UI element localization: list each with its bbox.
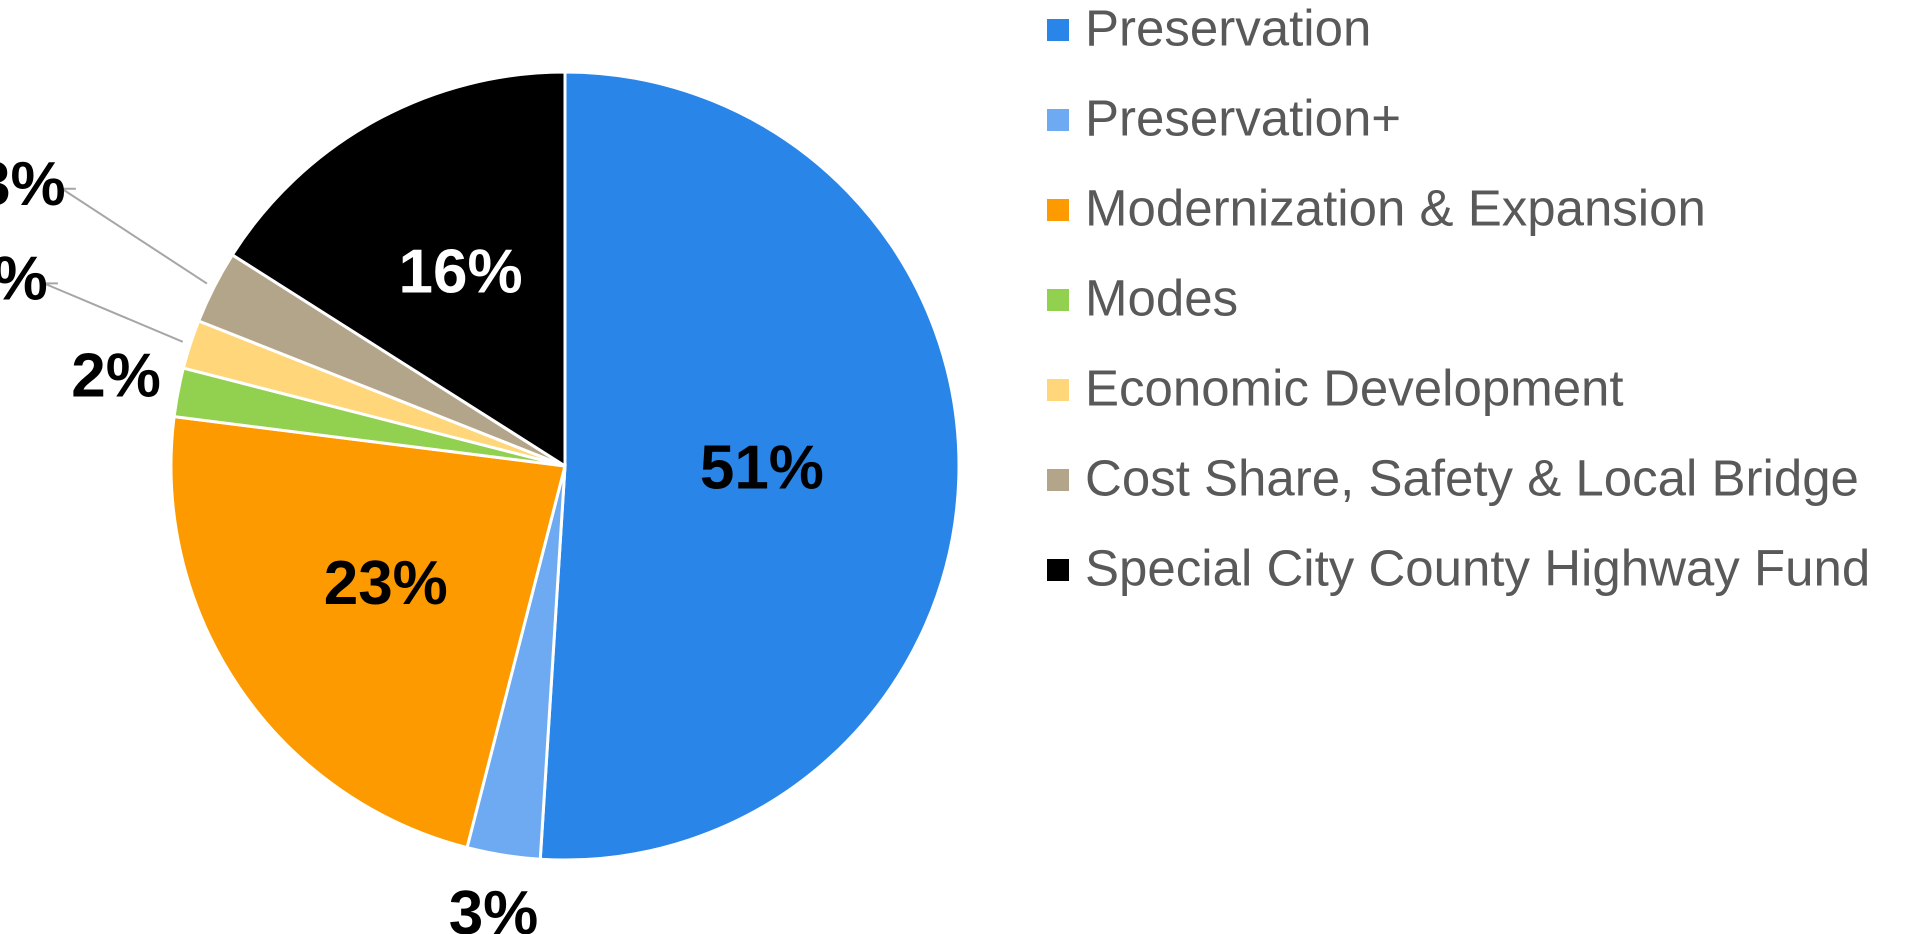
legend-swatch (1047, 199, 1069, 221)
data-label: 16% (399, 237, 523, 306)
leader-line (43, 282, 184, 343)
legend-label: Special City County Highway Fund (1085, 539, 1870, 596)
leader-line (58, 187, 208, 285)
pie-slice (169, 414, 567, 850)
legend-label: Cost Share, Safety & Local Bridge (1085, 449, 1859, 506)
legend-label: Preservation+ (1085, 89, 1401, 146)
legend-label: Preservation (1085, 0, 1371, 56)
data-label: 3% (449, 879, 539, 934)
data-label: 2% (0, 245, 48, 314)
legend-swatch (1047, 469, 1069, 491)
legend-label: Modes (1085, 269, 1238, 326)
legend-swatch (1047, 559, 1069, 581)
legend-swatch (1047, 379, 1069, 401)
data-label: 2% (71, 342, 161, 411)
pie-slice (538, 70, 961, 862)
legend-swatch (1047, 19, 1069, 41)
data-label: 3% (0, 150, 66, 219)
legend-swatch (1047, 109, 1069, 131)
pie-slice (230, 70, 567, 469)
data-label: 51% (700, 434, 824, 503)
legend-label: Economic Development (1085, 359, 1624, 416)
legend-label: Modernization & Expansion (1085, 179, 1706, 236)
data-label: 23% (324, 549, 448, 618)
legend-swatch (1047, 289, 1069, 311)
